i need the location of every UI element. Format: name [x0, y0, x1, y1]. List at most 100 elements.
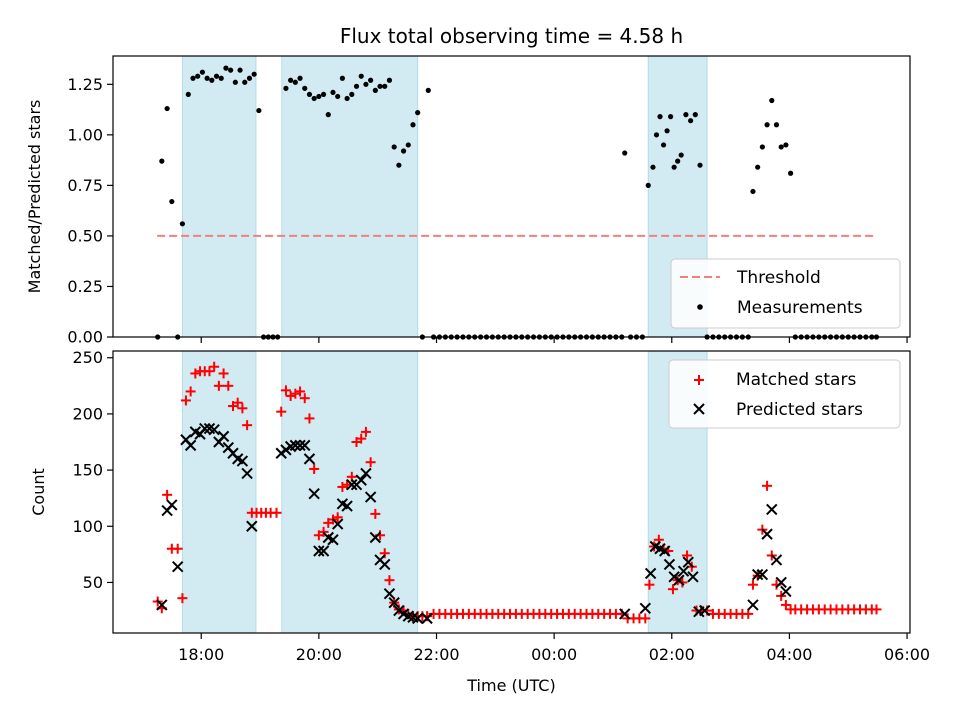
bottom-x-ticks: 18:00 20:00 22:00 00:00 02:00 04:00 06:00 [178, 633, 930, 664]
predicted-star-point [184, 439, 197, 452]
matched-star-point [271, 507, 282, 518]
predicted-star-point [388, 596, 400, 609]
predicted-star-point [331, 518, 344, 530]
matched-star-point [667, 584, 678, 595]
measurement-point [344, 95, 350, 102]
measurement-point [195, 73, 201, 79]
measurement-point [778, 144, 784, 150]
matched-star-point [180, 395, 191, 406]
measurement-point [288, 77, 294, 83]
matched-star-point [276, 406, 287, 417]
measurement-point [164, 105, 170, 112]
measurement-point [228, 67, 234, 73]
predicted-star-point [699, 604, 711, 617]
matched-star-point [204, 366, 215, 377]
matched-star-point [337, 481, 348, 492]
predicted-star-point [294, 439, 306, 452]
measurement-point [204, 75, 210, 81]
measurement-point [246, 75, 253, 81]
measurement-point [363, 81, 369, 87]
predicted-star-point [663, 558, 676, 571]
predicted-star-point [346, 478, 358, 491]
bottom-panel: 50 100 150 200 250 18:00 20:00 22:00 00:00 02:00… [29, 348, 930, 695]
matched-star-point [290, 388, 301, 399]
highlight-span [181, 55, 257, 338]
x-tick-label: 18:00 [178, 645, 224, 664]
matched-star-point [370, 508, 381, 519]
measurement-point [664, 128, 670, 134]
measurement-point [302, 85, 308, 91]
y-tick-label: 0.00 [67, 328, 103, 347]
y-tick-label: 150 [72, 461, 103, 480]
legend-matched-marker [694, 375, 704, 385]
measurement-point [297, 75, 303, 81]
y-tick-label: 1.00 [67, 125, 103, 144]
legend-predicted-marker [693, 403, 705, 415]
chart-title: Flux total observing time = 4.58 h [340, 24, 683, 48]
x-tick-label: 06:00 [884, 645, 930, 664]
measurement-point [190, 75, 196, 81]
x-axis-label: Time (UTC) [466, 676, 555, 695]
measurement-point [645, 182, 651, 188]
y-tick-label: 0.50 [67, 226, 103, 245]
matched-star-point [743, 608, 754, 619]
predicted-star-point [619, 608, 631, 620]
measurement-point [330, 89, 336, 95]
bottom-legend: Matched stars Predicted stars [668, 359, 901, 429]
measurement-point [697, 162, 703, 168]
matched-star-point [762, 480, 773, 491]
matched-star-point [223, 380, 234, 391]
matched-star-point [640, 613, 651, 624]
predicted-star-point [217, 430, 230, 443]
measurement-point [396, 162, 402, 168]
legend-predicted-label: Predicted stars [736, 400, 863, 420]
predicted-stars-points [156, 422, 792, 625]
matched-star-point [356, 433, 367, 444]
measurement-point [675, 158, 681, 164]
measurement-point [377, 83, 383, 89]
predicted-star-point [687, 571, 699, 583]
measurement-point [650, 164, 656, 170]
highlight-span [181, 350, 257, 634]
measurement-point [668, 114, 674, 120]
measurement-point [316, 93, 322, 100]
predicted-star-point [308, 487, 320, 500]
measurement-point [400, 148, 407, 154]
highlight-span [281, 55, 419, 338]
measurement-point [325, 112, 331, 118]
matched-star-point [299, 393, 310, 404]
y-tick-label: 50 [83, 573, 103, 592]
measurement-point [391, 144, 397, 150]
bottom-plot-frame [112, 350, 911, 634]
measurement-point [237, 67, 243, 73]
predicted-star-point [747, 599, 759, 611]
measurement-point [159, 158, 165, 164]
predicted-star-point [208, 423, 220, 436]
x-tick-label: 20:00 [296, 645, 342, 664]
predicted-star-point [303, 453, 316, 465]
measurement-point [223, 65, 229, 71]
measurement-point [787, 170, 794, 176]
predicted-star-point [639, 602, 652, 614]
legend-matched-swatch [694, 375, 704, 385]
highlight-span [281, 350, 419, 634]
measurement-point [213, 73, 220, 79]
measurement-point [622, 150, 628, 156]
matched-star-point [213, 380, 224, 391]
measurement-point [339, 75, 345, 81]
measurement-point [335, 93, 341, 100]
measurement-point [386, 77, 393, 83]
measurement-point [320, 91, 327, 98]
predicted-star-point [751, 568, 764, 581]
measurement-point [683, 112, 689, 118]
measurement-point [783, 142, 789, 148]
matched-star-point [218, 368, 229, 379]
y-tick-label: 1.25 [67, 75, 103, 94]
measurement-point [185, 91, 191, 98]
predicted-star-point [379, 558, 391, 571]
predicted-star-point [369, 531, 382, 544]
measurement-point [199, 69, 206, 75]
measurement-point [169, 198, 175, 205]
measurement-point [425, 87, 431, 93]
